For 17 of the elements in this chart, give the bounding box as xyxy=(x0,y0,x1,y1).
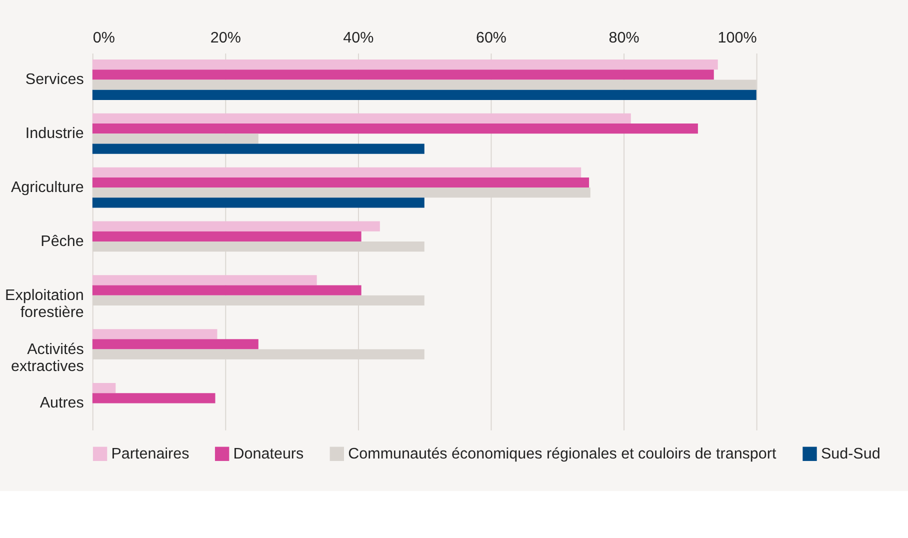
x-tick-label: 0% xyxy=(92,30,116,47)
legend-label: Donateurs xyxy=(233,445,304,462)
x-tick-label: 20% xyxy=(210,30,242,47)
x-tick-label: 80% xyxy=(608,30,640,47)
y-tick-label: Activités extractives xyxy=(11,340,84,375)
y-tick-label: Agriculture xyxy=(10,179,84,196)
legend-label: Partenaires xyxy=(111,445,190,462)
legend-label: Communautés économiques régionales et couloirs de transport xyxy=(348,445,777,462)
y-tick-label: Pêche xyxy=(40,232,84,250)
y-tick-label: Autres xyxy=(40,394,84,412)
y-tick-label: Services xyxy=(25,71,84,88)
x-tick-label: 60% xyxy=(476,30,507,47)
x-tick-label: 40% xyxy=(343,30,374,47)
y-tick-label: Exploitation forestière xyxy=(5,286,84,321)
y-tick-label: Industrie xyxy=(25,125,84,142)
x-tick-label: 100% xyxy=(718,30,758,47)
legend-label: Sud-Sud xyxy=(820,445,880,462)
